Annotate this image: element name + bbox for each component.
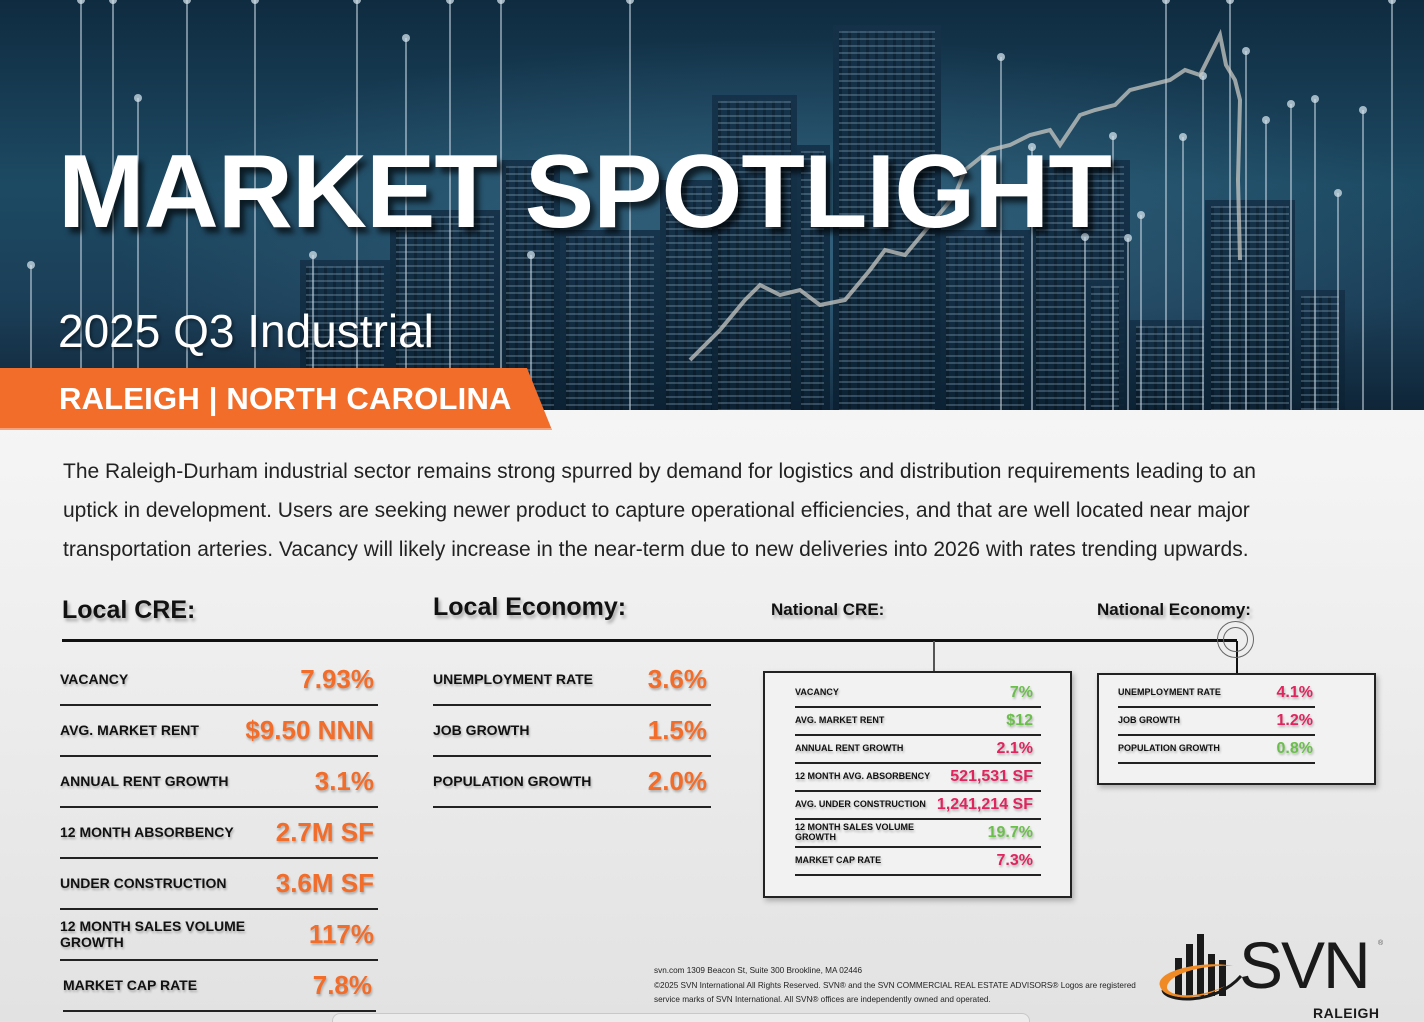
stat-label: POPULATION GROWTH	[1118, 743, 1220, 754]
logo-wordmark: SVN	[1239, 928, 1371, 1002]
stat-value: 2.7M SF	[275, 817, 374, 847]
stat-row-12-month-avg-absorbency: 12 MONTH AVG. ABSORBENCY 521,531 SF	[795, 764, 1041, 792]
stat-value: 3.6M SF	[275, 868, 374, 898]
stat-label: POPULATION GROWTH	[433, 772, 592, 789]
national-cre-stats: VACANCY 7% AVG. MARKET RENT $12 ANNUAL R…	[795, 680, 1041, 876]
stat-row-avg-under-construction: AVG. UNDER CONSTRUCTION 1,241,214 SF	[795, 792, 1041, 820]
connector-line-national-cre	[933, 641, 935, 672]
stat-label: ANNUAL RENT GROWTH	[795, 743, 904, 754]
stat-value: 0.8%	[1276, 740, 1313, 757]
stat-label: VACANCY	[795, 687, 839, 698]
stat-label: MARKET CAP RATE	[795, 855, 882, 866]
stat-value: 521,531 SF	[950, 768, 1033, 785]
stat-label: 12 MONTH AVG. ABSORBENCY	[795, 771, 931, 782]
location-banner: RALEIGH | NORTH CAROLINA	[0, 368, 552, 430]
stat-row-population-growth: POPULATION GROWTH 2.0%	[433, 757, 711, 808]
stat-row-vacancy: VACANCY 7.93%	[60, 655, 378, 706]
stat-label: UNDER CONSTRUCTION	[60, 874, 227, 891]
stat-value: 7.3%	[996, 852, 1033, 869]
hero-banner: MARKET SPOTLIGHT 2025 Q3 Industrial	[0, 0, 1424, 410]
stat-row-market-cap-rate: MARKET CAP RATE 7.8%	[63, 961, 376, 1012]
stat-value: 4.1%	[1276, 684, 1313, 701]
logo-registered-mark: ®	[1378, 940, 1384, 947]
stat-value: 117%	[308, 919, 374, 949]
stat-row-annual-rent-growth: ANNUAL RENT GROWTH 2.1%	[795, 736, 1041, 764]
national-cre-heading: National CRE:	[771, 600, 885, 619]
stat-value: 7.8%	[312, 970, 372, 1000]
stat-value: $9.50 NNN	[245, 715, 374, 745]
national-economy-panel	[1097, 673, 1376, 785]
connector-ring-inner-icon	[1223, 627, 1248, 652]
stat-row-unemployment-rate: UNEMPLOYMENT RATE 4.1%	[1118, 680, 1315, 708]
logo-office-name: RALEIGH	[1313, 1005, 1380, 1021]
stat-label: ANNUAL RENT GROWTH	[60, 772, 229, 789]
stat-label: 12 MONTH ABSORBENCY	[60, 823, 234, 840]
stat-label: JOB GROWTH	[433, 721, 530, 738]
footer-legal: svn.com 1309 Beacon St, Suite 300 Brookl…	[654, 964, 1154, 1008]
stat-label: 12 MONTH SALES VOLUME GROWTH	[60, 918, 246, 950]
svn-logo: SVN ® RALEIGH	[1155, 930, 1385, 1022]
stat-label: AVG. MARKET RENT	[60, 721, 199, 738]
national-economy-stats: UNEMPLOYMENT RATE 4.1% JOB GROWTH 1.2% P…	[1118, 680, 1315, 764]
footer-address: svn.com 1309 Beacon St, Suite 300 Brookl…	[654, 966, 863, 975]
stat-row-annual-rent-growth: ANNUAL RENT GROWTH 3.1%	[60, 757, 378, 808]
stat-row-job-growth: JOB GROWTH 1.5%	[433, 706, 711, 757]
stat-row-avg-market-rent: AVG. MARKET RENT $12	[795, 708, 1041, 736]
local-cre-stats: VACANCY 7.93% AVG. MARKET RENT $9.50 NNN…	[60, 655, 378, 1012]
stat-label: VACANCY	[60, 670, 129, 687]
local-economy-stats: UNEMPLOYMENT RATE 3.6% JOB GROWTH 1.5% P…	[433, 655, 711, 808]
bottom-edge-panel	[332, 1013, 1030, 1022]
stat-label: UNEMPLOYMENT RATE	[1118, 687, 1221, 698]
stat-row-job-growth: JOB GROWTH 1.2%	[1118, 708, 1315, 736]
stat-row-market-cap-rate: MARKET CAP RATE 7.3%	[795, 848, 1041, 876]
stat-row-avg-market-rent: AVG. MARKET RENT $9.50 NNN	[60, 706, 378, 757]
stat-value: 2.1%	[996, 740, 1033, 757]
stat-row-vacancy: VACANCY 7%	[795, 680, 1041, 708]
local-cre-heading: Local CRE:	[62, 596, 196, 624]
stat-row-under-construction: UNDER CONSTRUCTION 3.6M SF	[60, 859, 378, 910]
stat-value: 1.5%	[647, 715, 707, 745]
stat-value: 7.93%	[300, 664, 374, 694]
intro-paragraph: The Raleigh-Durham industrial sector rem…	[63, 460, 1256, 561]
stat-value: 3.6%	[647, 664, 707, 694]
stat-label: AVG. MARKET RENT	[795, 715, 885, 726]
stat-value: 7%	[1009, 684, 1033, 701]
stat-row-population-growth: POPULATION GROWTH 0.8%	[1118, 736, 1315, 764]
section-divider	[62, 639, 1237, 642]
stat-value: $12	[1006, 712, 1033, 729]
connector-ring-icon	[1217, 621, 1254, 658]
page-title: MARKET SPOTLIGHT	[58, 134, 1112, 250]
national-cre-panel	[763, 671, 1072, 898]
local-economy-heading: Local Economy:	[433, 593, 627, 621]
stat-label: AVG. UNDER CONSTRUCTION	[795, 799, 926, 810]
stat-label: UNEMPLOYMENT RATE	[433, 670, 593, 687]
stat-value: 1.2%	[1276, 712, 1313, 729]
stock-trend-line-graphic	[688, 28, 1243, 362]
stat-row-sales-volume-growth: 12 MONTH SALES VOLUME GROWTH 19.7%	[795, 820, 1041, 848]
footer-copyright: ©2025 SVN International All Rights Reser…	[654, 980, 1136, 1005]
stat-value: 3.1%	[314, 766, 374, 796]
stat-row-sales-volume-growth: 12 MONTH SALES VOLUME GROWTH 117%	[60, 910, 378, 961]
stat-value: 1,241,214 SF	[936, 796, 1033, 813]
stat-value: 19.7%	[987, 824, 1033, 841]
stat-value: 2.0%	[647, 766, 707, 796]
stat-label: 12 MONTH SALES VOLUME GROWTH	[795, 822, 915, 842]
stat-row-12-month-absorbency: 12 MONTH ABSORBENCY 2.7M SF	[60, 808, 378, 859]
stat-row-unemployment-rate: UNEMPLOYMENT RATE 3.6%	[433, 655, 711, 706]
national-economy-heading: National Economy:	[1097, 600, 1251, 619]
svn-building-icon	[1159, 934, 1243, 1001]
stat-label: MARKET CAP RATE	[63, 976, 198, 993]
stat-label: JOB GROWTH	[1118, 715, 1180, 726]
location-label: RALEIGH | NORTH CAROLINA	[59, 381, 512, 416]
report-subtitle: 2025 Q3 Industrial	[58, 305, 434, 357]
